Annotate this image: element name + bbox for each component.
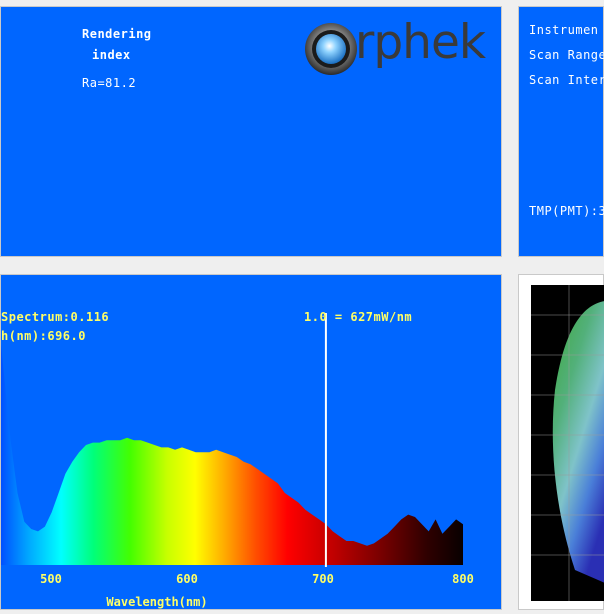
cie-grid	[531, 285, 604, 601]
scan-interval-line: Scan Inter	[529, 73, 604, 87]
ra-value: Ra=81.2	[82, 76, 137, 90]
x-tick-label: 600	[176, 572, 198, 586]
logo-o-icon	[305, 23, 357, 75]
rendering-label: Rendering	[82, 27, 152, 41]
peak-readout: h(nm):696.0	[1, 329, 86, 343]
spectrum-readout: Spectrum:0.116	[1, 310, 110, 324]
spectrum-panel: Spectrum:0.116 h(nm):696.0 1.0 = 627mW/n…	[0, 274, 502, 610]
x-tick-label: 800	[452, 572, 474, 586]
cie-diagram-panel	[518, 274, 604, 610]
spectrum-area	[1, 344, 463, 565]
orphek-logo: rphek	[303, 15, 498, 79]
index-label: index	[92, 48, 131, 62]
x-axis-label: Wavelength(nm)	[106, 595, 208, 609]
cie-gamut-area	[552, 301, 604, 583]
x-tick-label: 700	[312, 572, 334, 586]
scan-range-line: Scan Range	[529, 48, 604, 62]
instrument-info-panel: Instrumen Scan Range Scan Inter TMP(PMT)…	[518, 6, 604, 257]
scale-readout: 1.0 = 627mW/nm	[304, 310, 413, 324]
rendering-index-panel: Rendering index Ra=81.2 rphek	[0, 6, 502, 257]
spectrum-chart	[1, 313, 463, 567]
logo-text: rphek	[355, 15, 486, 70]
instrument-line: Instrumen	[529, 23, 599, 37]
tmp-pmt-line: TMP(PMT):3	[529, 204, 604, 218]
x-tick-label: 500	[40, 572, 62, 586]
cie-diagram	[531, 285, 604, 601]
